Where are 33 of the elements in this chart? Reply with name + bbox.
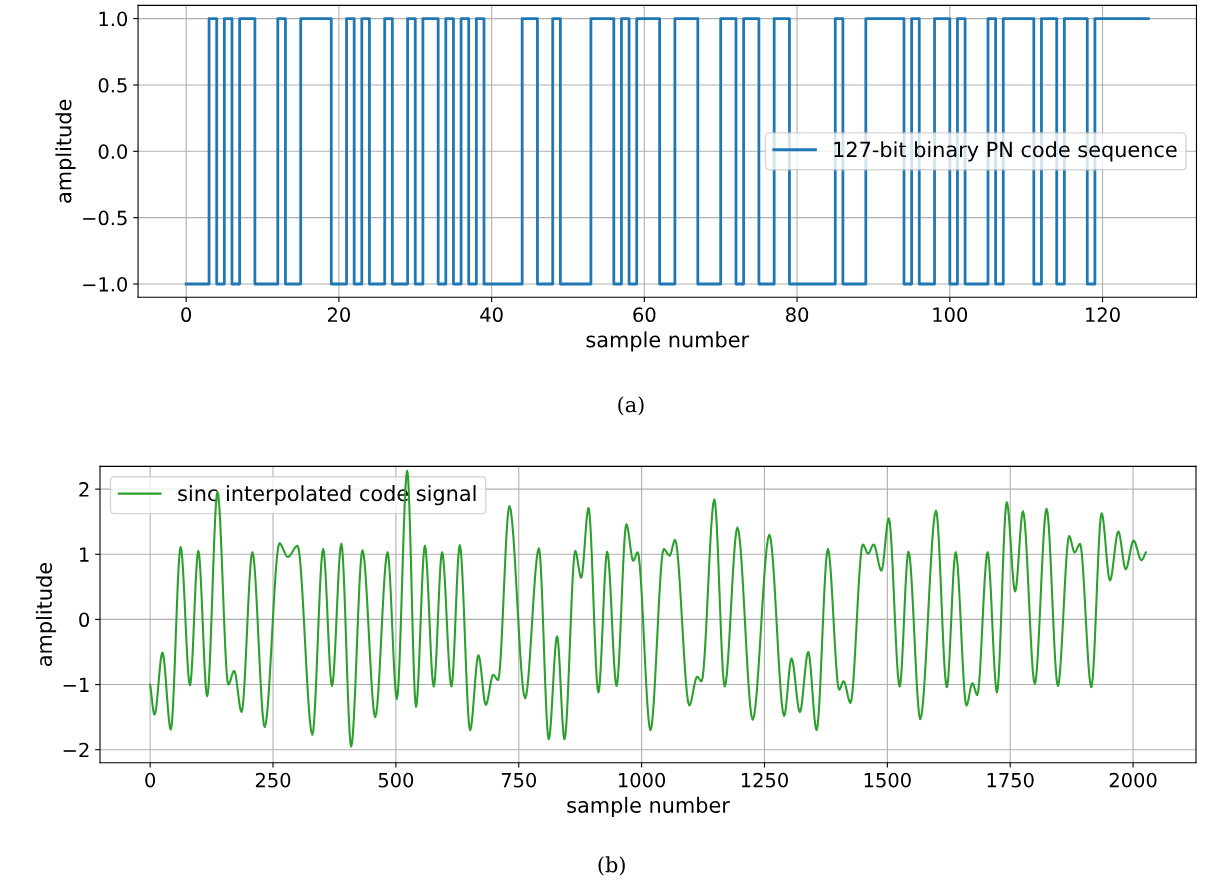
x-tick-label: 750 xyxy=(501,772,537,788)
x-tick-label: 2000 xyxy=(1109,772,1157,788)
legend-label: 127-bit binary PN code sequence xyxy=(834,141,1177,162)
x-tick-label: 1250 xyxy=(741,772,788,788)
x-tick-label: 20 xyxy=(327,307,350,323)
x-tick-label: 1000 xyxy=(619,772,666,788)
y-tick-label: −1 xyxy=(63,677,89,692)
x-tick-label: 1750 xyxy=(987,772,1034,788)
x-tick-label: 40 xyxy=(480,307,503,323)
y-tick-label: 1.0 xyxy=(99,11,128,27)
y-axis-title: amplitude xyxy=(35,563,57,666)
x-tick-label: 100 xyxy=(933,307,968,323)
x-tick-label: 80 xyxy=(786,307,809,323)
x-tick-label: 120 xyxy=(1086,307,1120,323)
y-tick-label: 0 xyxy=(79,612,90,628)
y-tick-label: 1 xyxy=(80,547,89,562)
y-tick-label: 0.0 xyxy=(98,144,128,159)
text: (a) xyxy=(618,396,644,416)
y-tick-label: −0.5 xyxy=(83,210,127,226)
text: (b) xyxy=(598,856,625,876)
y-axis-title: amplitude xyxy=(55,99,76,203)
y-tick-label: 2 xyxy=(79,482,89,497)
x-axis-title: sample number xyxy=(567,796,730,817)
x-axis-title: sample number xyxy=(586,331,750,352)
x-tick-label: 0 xyxy=(181,307,192,323)
x-tick-label: 500 xyxy=(378,772,414,788)
y-tick-label: −1.0 xyxy=(83,276,128,292)
x-tick-label: 0 xyxy=(145,772,156,788)
x-tick-label: 1500 xyxy=(864,772,911,788)
y-tick-label: −2 xyxy=(63,742,89,758)
x-tick-label: 60 xyxy=(633,307,656,323)
x-tick-label: 250 xyxy=(255,772,291,788)
y-tick-label: 0.5 xyxy=(98,77,127,93)
